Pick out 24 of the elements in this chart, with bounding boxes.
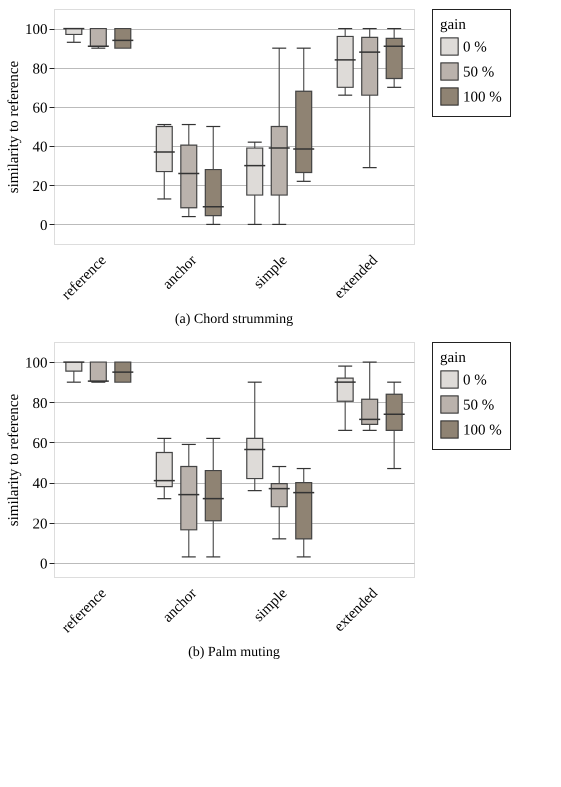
legend-label: 0 %	[463, 372, 487, 388]
legend-title: gain	[440, 17, 466, 33]
y-tick-label: 40	[32, 140, 48, 156]
y-tick-label: 20	[32, 178, 48, 195]
legend-label: 50 %	[463, 398, 494, 414]
y-tick-label: 100	[25, 356, 48, 372]
y-axis-title: similarity to reference	[6, 60, 22, 194]
y-tick-label: 40	[32, 476, 48, 492]
y-tick-label: 60	[32, 436, 48, 452]
legend-title: gain	[440, 350, 466, 366]
legend-label: 50 %	[463, 64, 494, 80]
legend-label: 0 %	[463, 40, 487, 56]
y-tick-label: 0	[40, 556, 48, 572]
y-tick-label: 0	[40, 218, 48, 234]
y-tick-label: 20	[32, 516, 48, 532]
text: (a) Chord strumming	[174, 312, 294, 328]
text: (b) Palm muting	[188, 645, 280, 660]
y-tick-label: 80	[32, 396, 48, 412]
legend-label: 100 %	[463, 422, 502, 438]
y-tick-label: 60	[32, 100, 48, 116]
y-tick-label: 100	[25, 22, 48, 38]
y-axis-title: similarity to reference	[6, 393, 22, 526]
y-tick-label: 80	[32, 61, 48, 78]
legend-label: 100 %	[463, 90, 502, 106]
